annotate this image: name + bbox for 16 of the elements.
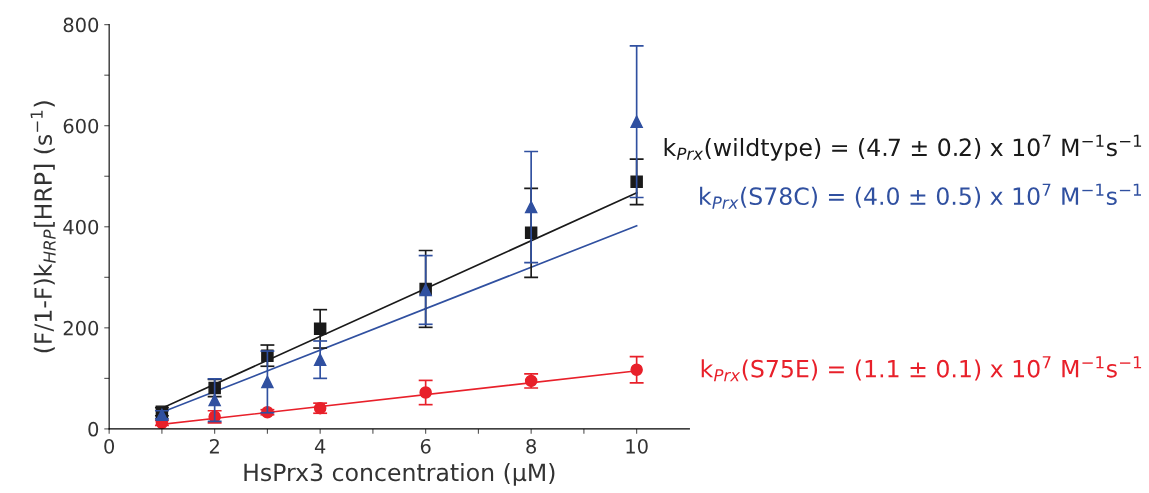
x-tick-label: 6 [420,438,431,454]
x-tick-label: 0 [104,438,115,454]
y-tick-label: 800 [63,17,99,33]
y-tick-label: 200 [63,320,99,336]
x-tick-label: 8 [526,438,537,454]
y-tick-label: 400 [63,219,99,235]
x-tick-label: 2 [209,438,219,454]
y-tick-label: 600 [63,118,99,134]
y-axis-title: (F/1-F)k$_{HRP}$[HRP] (s$^{−1}$) [30,101,56,353]
x-tick-label: 10 [626,438,648,454]
y-tick-label: 0 [88,421,99,437]
x-axis-title: HsPrx3 concentration (µM) [244,463,555,486]
x-tick-label: 4 [314,439,326,454]
text: k$_{Prx}$(S75E) = (1.1 ± 0.1) x 10$^{7}$ M$^{−1}$s$^{−1}$ [701,356,1142,382]
text: k$_{Prx}$(S78C) = (4.0 ± 0.5) x 10$^{7}$ M$^{−1}$s$^{−1}$ [700,183,1141,209]
series-label: k$_{Prx}$(wildtype) = (4.7 ± 0.2) x 10$^{7}$ M$^{−1}$s$^{−1}$ [664,134,1142,161]
